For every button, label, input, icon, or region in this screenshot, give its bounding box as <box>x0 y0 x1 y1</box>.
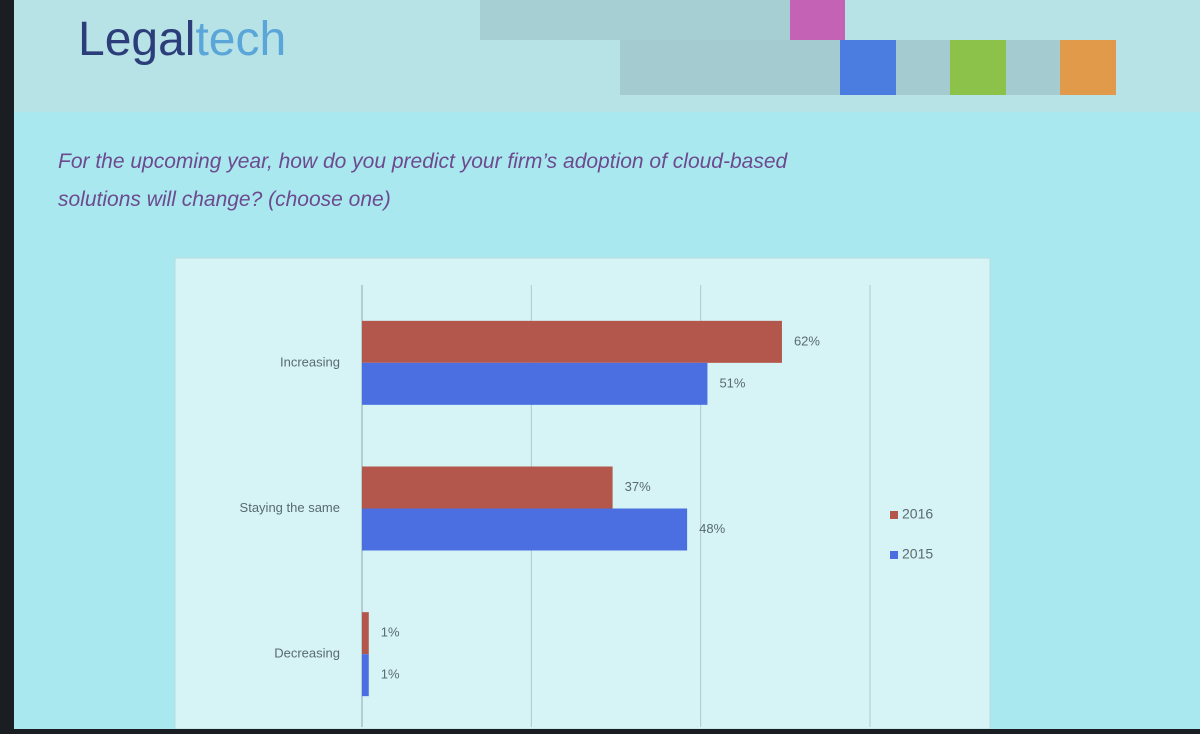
logo-part: tech <box>195 13 286 66</box>
logo-part: Legal <box>78 13 195 66</box>
deco-square <box>790 0 845 40</box>
legend-swatch <box>890 511 898 519</box>
legend-swatch <box>890 551 898 559</box>
deco-square <box>950 40 1006 95</box>
legend-label: 2016 <box>902 506 933 522</box>
logo: Legaltech <box>78 13 286 66</box>
chart-title: For the upcoming year, how do you predic… <box>58 150 789 211</box>
y-tick-label: Staying the same <box>240 500 340 515</box>
y-tick-label: Decreasing <box>274 646 340 661</box>
bar <box>362 654 369 697</box>
deco-square <box>840 40 896 95</box>
bar <box>362 362 708 405</box>
value-label: 51% <box>719 375 745 390</box>
value-label: 62% <box>794 333 820 348</box>
value-label: 37% <box>625 479 651 494</box>
bar <box>362 466 613 509</box>
bar <box>362 612 369 655</box>
deco-square <box>1060 40 1116 95</box>
bar <box>362 508 688 551</box>
value-label: 1% <box>381 667 400 682</box>
deco <box>480 0 800 40</box>
title-line: For the upcoming year, how do you predic… <box>58 150 789 173</box>
y-tick-label: Increasing <box>280 354 340 369</box>
legend-label: 2015 <box>902 546 933 562</box>
value-label: 1% <box>381 625 400 640</box>
title-line: solutions will change? (choose one) <box>58 188 391 211</box>
bar <box>362 320 782 363</box>
value-label: 48% <box>699 521 725 536</box>
